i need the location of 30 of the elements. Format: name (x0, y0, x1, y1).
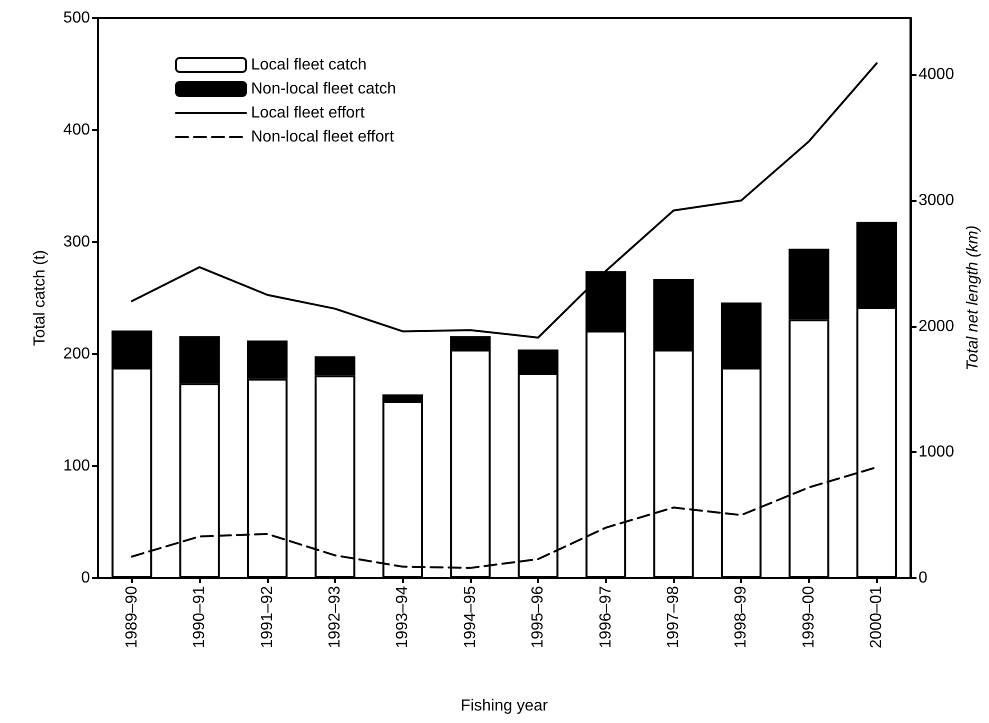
legend-label: Non-local fleet catch (251, 80, 396, 98)
y-tick-label: 500 (63, 10, 90, 26)
y-tick-label: 200 (63, 346, 90, 362)
x-tick-label: 1994–95 (462, 586, 479, 648)
x-tick-label: 1993–94 (394, 586, 412, 648)
x-tick-label: 1999–00 (800, 586, 818, 648)
x-tick-label: 1998–99 (732, 586, 750, 648)
y2-tick-label: 4000 (918, 66, 954, 84)
y-tick-label: 400 (63, 122, 90, 138)
y2-tick-label: 2000 (918, 318, 954, 335)
x-tick-label: 1997–98 (665, 586, 682, 648)
legend-label: Local fleet effort (251, 104, 366, 122)
x-tick-label: 1989–90 (123, 586, 140, 648)
x-tick-label: 1990–91 (191, 586, 208, 648)
x-tick-label: 2000–01 (868, 586, 886, 648)
y-tick-label: 100 (63, 458, 90, 474)
y2-tick-label: 1000 (918, 444, 954, 461)
y2-axis-title: Total net length (km) (964, 225, 982, 371)
x-tick-label: 1996–97 (597, 586, 614, 648)
x-axis-title: Fishing year (460, 698, 548, 714)
x-tick-label: 1991–92 (258, 586, 276, 648)
y2-tick-label: 3000 (918, 192, 954, 209)
y-tick-label: 300 (63, 234, 90, 250)
y-axis-title: Total catch (t) (32, 250, 48, 346)
legend-label: Non-local fleet effort (251, 128, 394, 146)
x-tick-label: 1992–93 (326, 586, 344, 648)
y-tick-label: 0 (81, 570, 90, 586)
y2-tick-label: 0 (918, 570, 928, 586)
x-tick-label: 1995–96 (530, 586, 547, 648)
legend-label: Local fleet catch (251, 56, 367, 74)
